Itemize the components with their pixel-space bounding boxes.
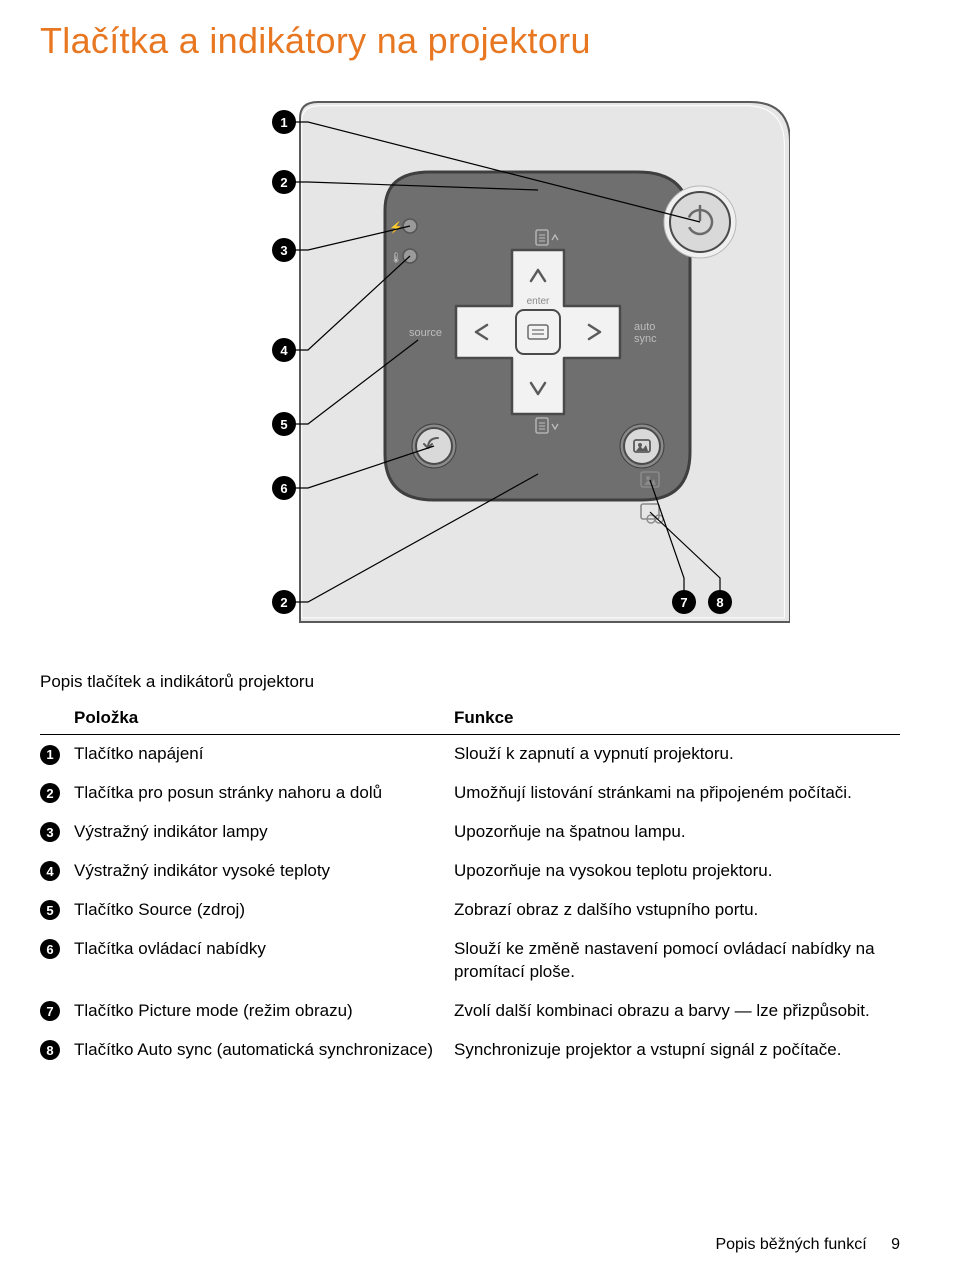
row-func: Upozorňuje na špatnou lampu. bbox=[454, 813, 900, 852]
table-row: 1 Tlačítko napájeníSlouží k zapnutí a vyp… bbox=[40, 735, 900, 774]
row-func: Slouží ke změně nastavení pomocí ovládac… bbox=[454, 930, 900, 992]
table-row: 8 Tlačítko Auto sync (automatická synchro… bbox=[40, 1031, 900, 1070]
row-func: Zobrazí obraz z dalšího vstupního portu. bbox=[454, 891, 900, 930]
svg-text:🌡: 🌡 bbox=[390, 252, 403, 264]
svg-text:sync: sync bbox=[634, 333, 657, 345]
row-number-badge: 5 bbox=[40, 900, 60, 920]
table-row: 5 Tlačítko Source (zdroj)Zobrazí obraz z … bbox=[40, 891, 900, 930]
svg-text:auto: auto bbox=[634, 321, 655, 333]
row-item: Výstražný indikátor vysoké teploty bbox=[74, 852, 454, 891]
row-item: Tlačítka pro posun stránky nahoru a dolů bbox=[74, 774, 454, 813]
row-number-badge: 7 bbox=[40, 1001, 60, 1021]
svg-text:6: 6 bbox=[280, 481, 287, 496]
svg-text:4: 4 bbox=[280, 343, 288, 358]
page-title: Tlačítka a indikátory na projektoru bbox=[40, 20, 900, 62]
svg-text:source: source bbox=[409, 327, 442, 339]
row-item: Tlačítko Source (zdroj) bbox=[74, 891, 454, 930]
row-func: Slouží k zapnutí a vypnutí projektoru. bbox=[454, 735, 900, 774]
row-item: Tlačítko napájení bbox=[74, 735, 454, 774]
description-table: Položka Funkce 1Tlačítko napájeníSlouží … bbox=[40, 702, 900, 1069]
row-func: Umožňují listování stránkami na připojen… bbox=[454, 774, 900, 813]
row-item: Tlačítko Picture mode (režim obrazu) bbox=[74, 992, 454, 1031]
svg-text:7: 7 bbox=[680, 595, 687, 610]
col-header-item: Položka bbox=[74, 702, 454, 735]
svg-text:1: 1 bbox=[280, 115, 287, 130]
svg-text:enter: enter bbox=[527, 296, 550, 307]
col-header-func: Funkce bbox=[454, 702, 900, 735]
table-row: 6 Tlačítka ovládací nabídkySlouží ke změn… bbox=[40, 930, 900, 992]
svg-text:2: 2 bbox=[280, 595, 287, 610]
projector-diagram: ⚡ 🌡 enter source autosync 1 2 3 4 5 6 2 7 8 bbox=[40, 82, 900, 642]
row-number-badge: 6 bbox=[40, 939, 60, 959]
row-number-badge: 3 bbox=[40, 822, 60, 842]
table-row: 3 Výstražný indikátor lampyUpozorňuje na … bbox=[40, 813, 900, 852]
row-item: Tlačítko Auto sync (automatická synchron… bbox=[74, 1031, 454, 1070]
page-footer: Popis běžných funkcí 9 bbox=[715, 1236, 900, 1254]
row-func: Zvolí další kombinaci obrazu a barvy — l… bbox=[454, 992, 900, 1031]
table-row: 7 Tlačítko Picture mode (režim obrazu)Zvo… bbox=[40, 992, 900, 1031]
row-func: Upozorňuje na vysokou teplotu projektoru… bbox=[454, 852, 900, 891]
row-number-badge: 1 bbox=[40, 745, 60, 765]
table-caption: Popis tlačítek a indikátorů projektoru bbox=[40, 672, 900, 692]
svg-text:3: 3 bbox=[280, 243, 287, 258]
row-number-badge: 8 bbox=[40, 1040, 60, 1060]
table-row: 4 Výstražný indikátor vysoké teplotyUpozo… bbox=[40, 852, 900, 891]
row-func: Synchronizuje projektor a vstupní signál… bbox=[454, 1031, 900, 1070]
footer-text: Popis běžných funkcí bbox=[715, 1236, 866, 1253]
svg-text:5: 5 bbox=[280, 417, 287, 432]
table-row: 2 Tlačítka pro posun stránky nahoru a dol… bbox=[40, 774, 900, 813]
page-number: 9 bbox=[891, 1236, 900, 1253]
row-number-badge: 4 bbox=[40, 861, 60, 881]
svg-text:8: 8 bbox=[716, 595, 723, 610]
row-item: Výstražný indikátor lampy bbox=[74, 813, 454, 852]
svg-text:2: 2 bbox=[280, 175, 287, 190]
svg-text:⚡: ⚡ bbox=[389, 221, 403, 234]
row-number-badge: 2 bbox=[40, 783, 60, 803]
row-item: Tlačítka ovládací nabídky bbox=[74, 930, 454, 992]
